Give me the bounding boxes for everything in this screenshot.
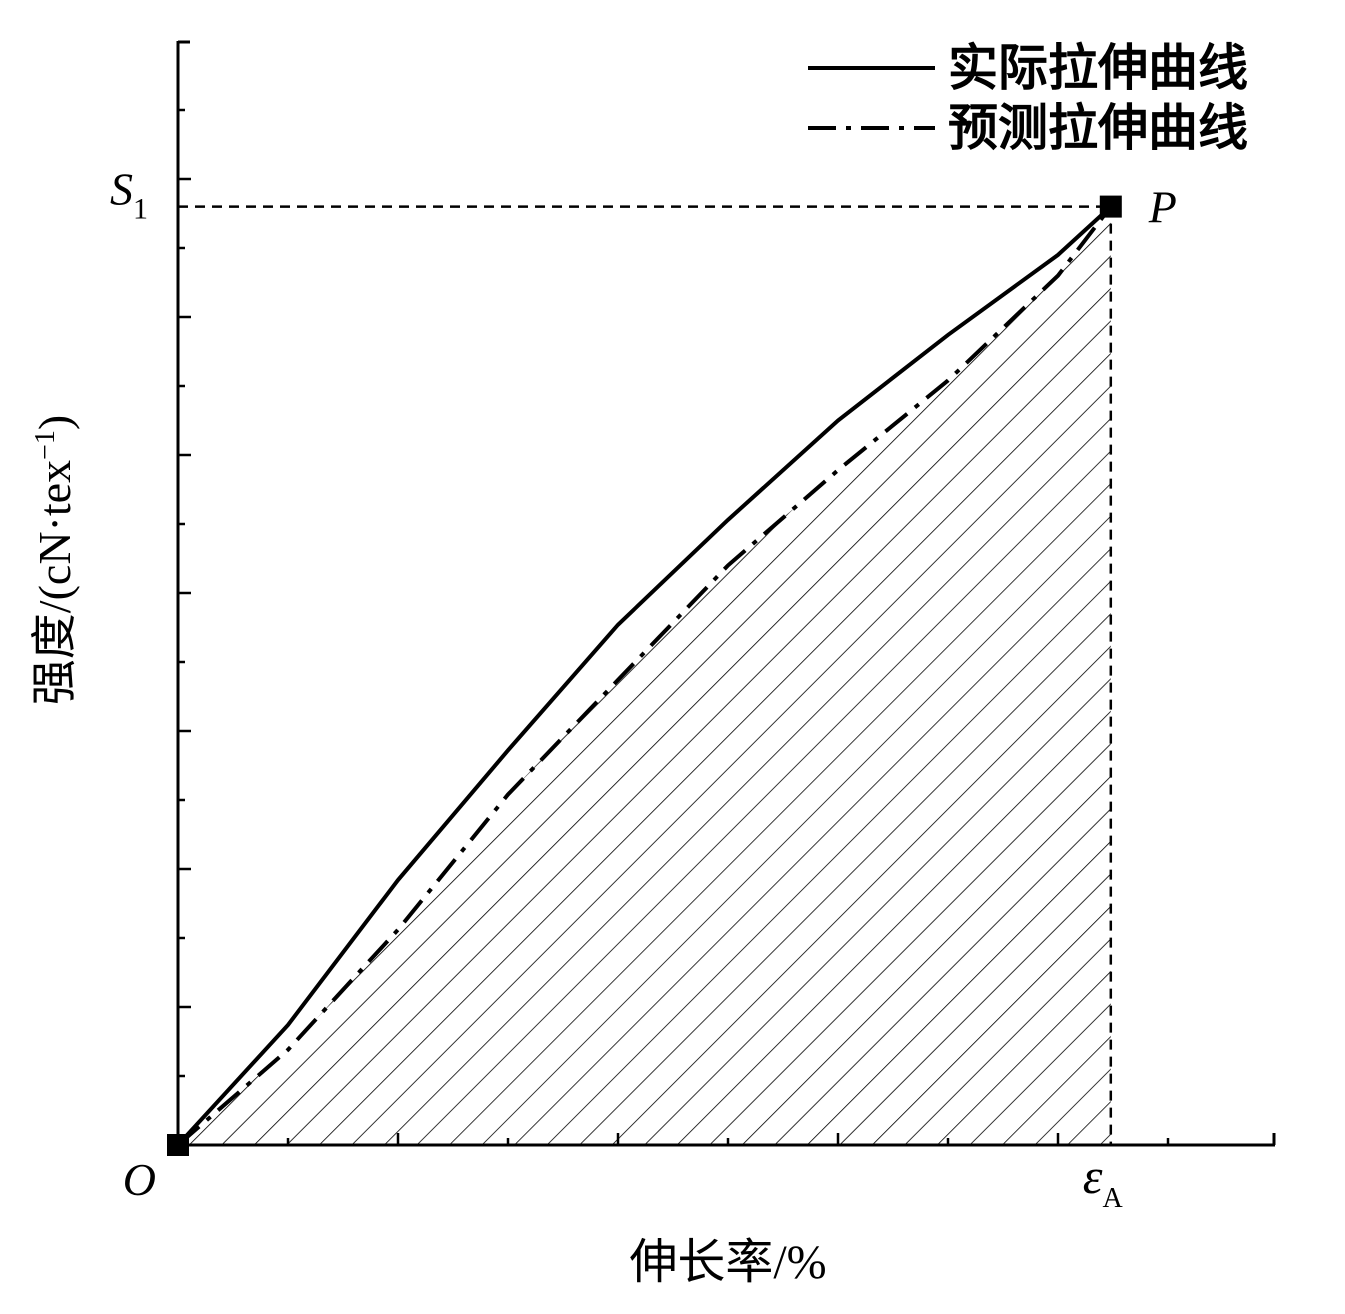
x-marker-main: ε	[1083, 1148, 1103, 1204]
point-label: O	[123, 1154, 156, 1205]
x-marker-sub: A	[1103, 1183, 1124, 1214]
y-axis-title-close: )	[29, 415, 80, 430]
point-marker	[1099, 195, 1122, 218]
legend-label: 实际拉伸曲线	[948, 40, 1248, 96]
point-marker	[167, 1134, 189, 1156]
x-marker-label: εA	[1083, 1148, 1124, 1214]
y-axis-title: 强度/(cN·tex−1)	[29, 415, 80, 705]
x-axis-title: 伸长率/%	[629, 1236, 826, 1289]
legend-label: 预测拉伸曲线	[948, 100, 1248, 156]
y-axis-title-text: 强度/(cN·tex	[29, 460, 80, 705]
y-marker-label: S1	[110, 164, 148, 226]
y-axis-title-sup: −1	[30, 430, 61, 460]
series-line	[176, 205, 1113, 1147]
point-label: P	[1148, 182, 1177, 233]
hatched-area	[178, 206, 1111, 1146]
series-line	[176, 205, 1113, 1147]
y-marker-main: S	[110, 164, 133, 215]
y-marker-sub: 1	[133, 193, 148, 226]
